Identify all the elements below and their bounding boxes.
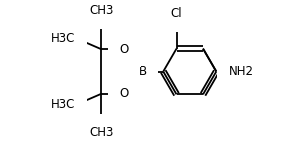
Text: B: B	[139, 65, 147, 78]
Text: O: O	[120, 87, 129, 100]
Text: CH3: CH3	[89, 4, 113, 17]
Text: H3C: H3C	[51, 98, 75, 111]
Text: Cl: Cl	[171, 7, 182, 20]
Text: NH2: NH2	[229, 65, 254, 78]
Text: CH3: CH3	[89, 126, 113, 139]
Text: H3C: H3C	[51, 32, 75, 45]
Text: O: O	[120, 43, 129, 56]
